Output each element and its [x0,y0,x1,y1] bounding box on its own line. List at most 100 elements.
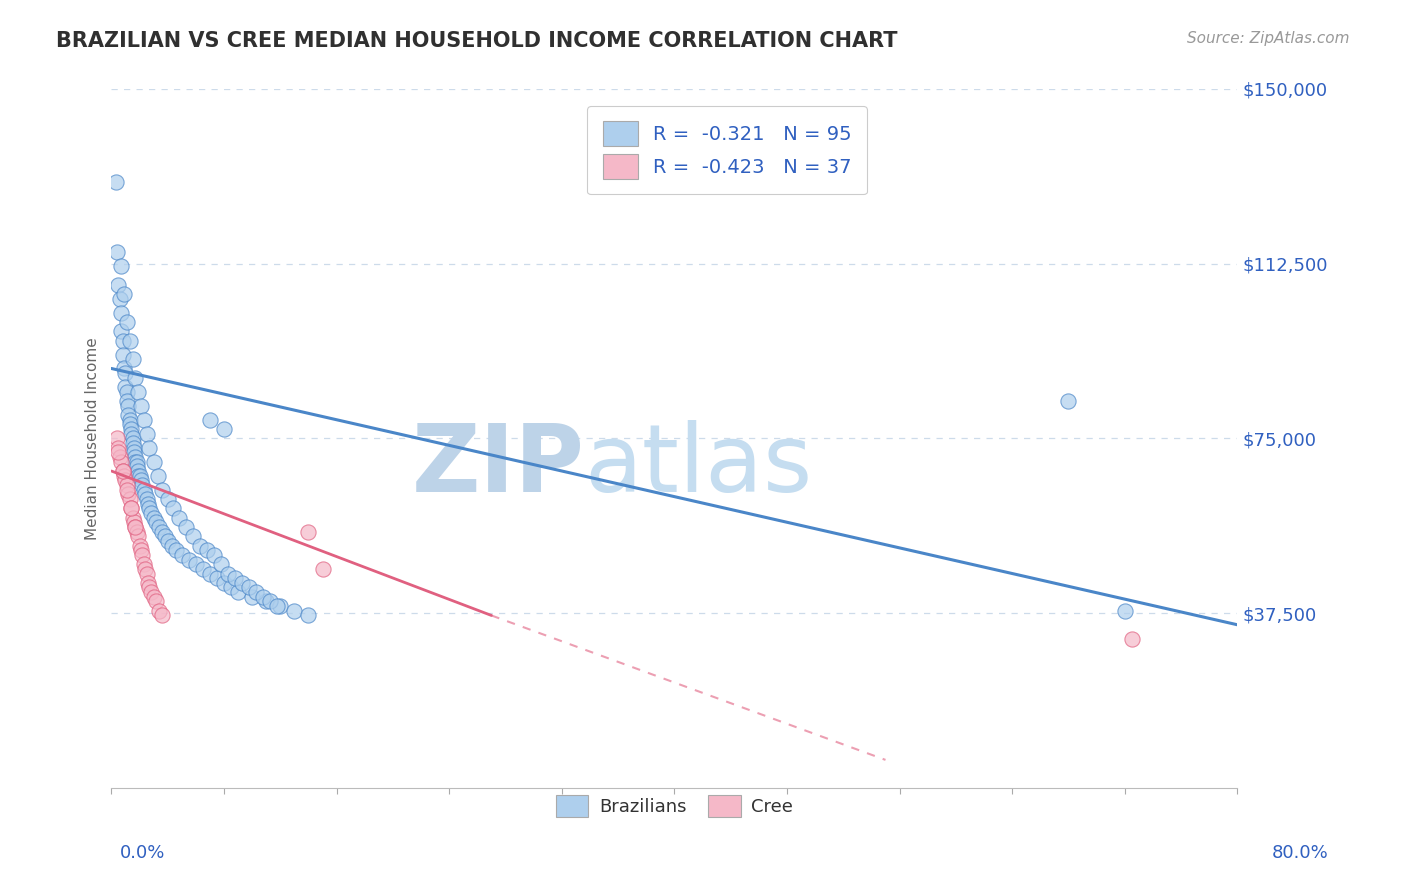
Point [121,352,143,367]
Point [127,468,149,483]
Point [177,552,200,566]
Point [240,590,263,604]
Point [212,575,235,590]
Point [121,436,143,450]
Point [138,581,160,595]
Text: ZIP: ZIP [412,420,585,512]
Point [156,533,179,548]
Point [127,529,149,543]
Point [112,361,135,376]
Text: 80.0%: 80.0% [1272,844,1329,862]
Point [297,608,319,623]
Point [124,450,146,464]
Point [135,566,157,581]
Point [118,491,141,506]
Point [142,590,165,604]
Point [188,539,211,553]
Point [269,599,291,614]
Point [156,491,179,506]
Point [121,510,143,524]
Point [120,501,142,516]
Point [198,566,221,581]
Point [198,413,221,427]
Point [165,543,187,558]
Point [115,483,138,497]
Point [153,529,176,543]
Point [170,548,193,562]
Point [134,562,156,576]
Point [115,394,138,409]
Point [115,478,138,492]
Point [120,422,142,436]
Point [132,483,155,497]
Point [120,426,142,441]
Point [124,455,146,469]
Point [128,539,150,553]
Point [266,599,288,614]
Point [105,431,128,445]
Point [107,441,129,455]
Point [195,543,218,558]
Point [145,594,167,608]
Legend: Brazilians, Cree: Brazilians, Cree [548,788,800,824]
Point [111,464,134,478]
Point [283,604,305,618]
Point [138,501,160,516]
Point [110,324,132,338]
Point [110,455,132,469]
Point [150,483,173,497]
Point [167,510,190,524]
Point [115,315,138,329]
Point [118,417,141,432]
Point [108,450,131,464]
Point [125,524,148,539]
Point [104,175,127,189]
Point [122,441,145,455]
Point [142,510,165,524]
Point [118,413,141,427]
Point [138,441,160,455]
Point [115,384,138,399]
Point [120,501,142,516]
Point [114,380,136,394]
Point [128,468,150,483]
Point [110,305,132,319]
Point [202,548,225,562]
Point [117,487,139,501]
Point [297,524,319,539]
Point [114,473,136,487]
Point [110,259,132,273]
Point [224,571,246,585]
Point [122,445,145,459]
Point [114,366,136,380]
Point [1121,632,1143,646]
Point [1114,604,1136,618]
Point [145,515,167,529]
Point [139,585,162,599]
Y-axis label: Median Household Income: Median Household Income [86,337,100,540]
Point [111,464,134,478]
Point [184,558,207,572]
Point [1057,394,1080,409]
Point [124,520,146,534]
Point [108,292,131,306]
Point [252,590,274,604]
Point [150,524,173,539]
Point [142,455,165,469]
Point [135,426,157,441]
Point [150,608,173,623]
Point [121,431,143,445]
Point [132,558,155,572]
Text: 0.0%: 0.0% [120,844,165,862]
Point [112,468,135,483]
Point [139,506,162,520]
Point [162,501,184,516]
Point [125,459,148,474]
Point [226,585,249,599]
Point [124,371,146,385]
Point [160,539,183,553]
Text: Source: ZipAtlas.com: Source: ZipAtlas.com [1187,31,1350,46]
Point [122,515,145,529]
Point [118,334,141,348]
Point [136,497,159,511]
